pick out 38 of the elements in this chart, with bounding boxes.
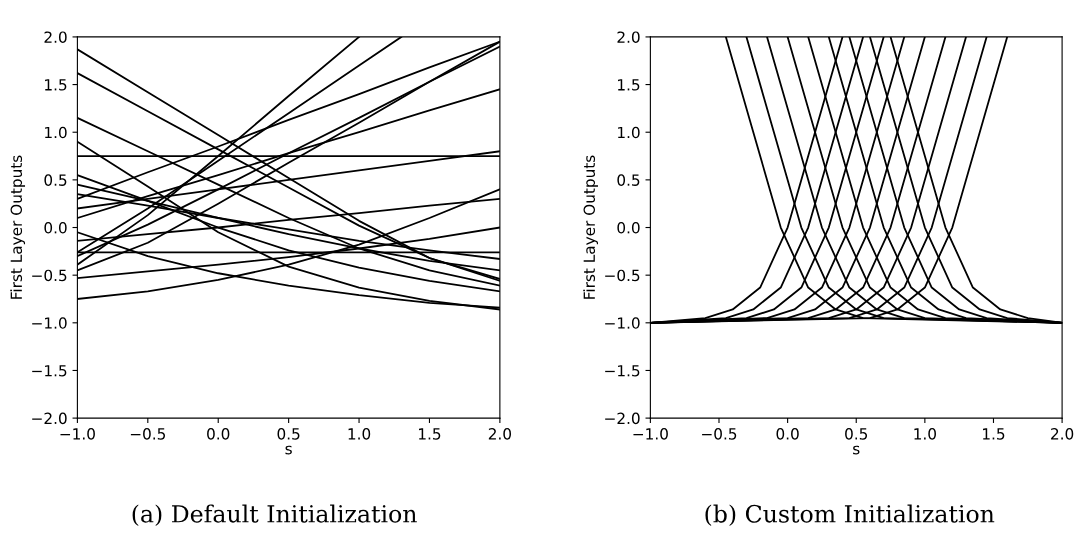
x-tick-label: 0.5	[277, 428, 300, 440]
x-tick-label: 2.0	[1051, 428, 1074, 440]
y-tick-label: −2.0	[32, 412, 67, 425]
x-tick-label: 1.0	[914, 428, 936, 440]
y-tick-label: 1.5	[45, 79, 67, 91]
x-tick-label: 0.0	[776, 428, 799, 440]
x-tick-label: 0.0	[207, 428, 230, 440]
x-axis-title: s	[285, 445, 292, 455]
y-tick-label: −2.0	[605, 412, 640, 425]
y-tick-label: 0.0	[617, 221, 640, 234]
y-tick-label: 0.0	[44, 221, 67, 234]
y-tick-label: −1.5	[32, 365, 67, 377]
y-tick-label: 1.0	[45, 126, 67, 139]
y-tick-label: 2.0	[617, 31, 640, 43]
y-tick-label: −1.0	[605, 317, 640, 329]
y-tick-label: −1.0	[32, 317, 67, 329]
x-tick-label: −1.0	[633, 428, 668, 440]
y-tick-label: 0.5	[617, 174, 640, 186]
x-tick-label: −0.5	[702, 428, 737, 440]
x-tick-label: −1.0	[60, 428, 95, 440]
y-tick-label: −1.5	[605, 365, 640, 377]
x-tick-label: 1.5	[983, 428, 1005, 440]
x-tick-label: −0.5	[130, 428, 166, 440]
y-tick-label: 2.0	[44, 31, 67, 43]
x-tick-label: 0.5	[845, 428, 868, 440]
y-tick-label: −0.5	[605, 269, 640, 282]
y-axis-title: First Layer Outputs	[583, 155, 598, 299]
text: (b) Custom Initialization	[705, 504, 995, 527]
x-tick-label: 1.0	[348, 428, 371, 440]
y-tick-label: 1.5	[618, 79, 640, 91]
y-tick-label: −0.5	[32, 269, 67, 282]
y-axis-title: First Layer Outputs	[10, 155, 26, 299]
y-tick-label: 1.0	[618, 126, 640, 139]
x-tick-label: 1.5	[418, 428, 441, 440]
x-tick-label: 2.0	[488, 428, 512, 440]
x-axis-title: s	[853, 445, 860, 455]
text: (a) Default Initialization	[132, 504, 417, 527]
y-tick-label: 0.5	[44, 174, 67, 186]
